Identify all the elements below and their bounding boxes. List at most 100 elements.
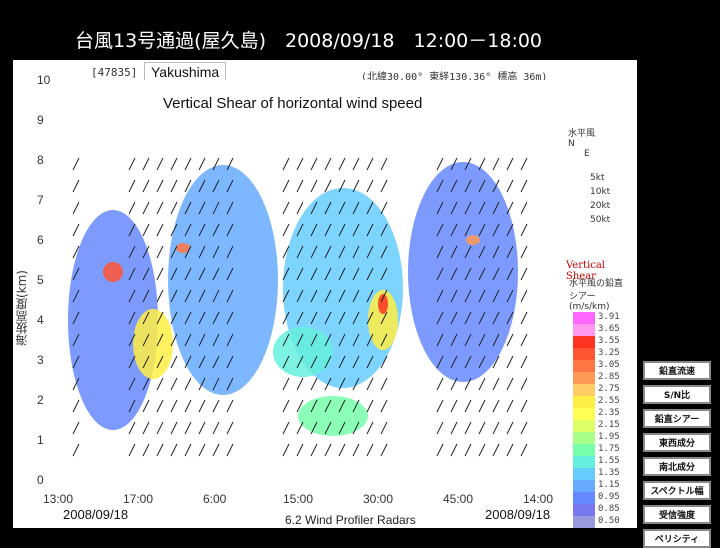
wind-barb	[212, 223, 220, 237]
wind-barb	[72, 421, 80, 435]
colorbar-label-6: 2.75	[598, 384, 620, 394]
wind-barb	[324, 157, 332, 171]
wind-barb	[310, 311, 318, 325]
colorbar-cell-16	[573, 504, 595, 516]
wind-barb	[366, 223, 374, 237]
wind-barb	[226, 333, 234, 347]
wind-barb	[436, 377, 444, 391]
wind-barb	[520, 245, 528, 259]
wind-barb	[492, 443, 500, 457]
menu-button-6[interactable]: 受信強度	[643, 505, 711, 524]
x-tick-1: 17:00	[123, 492, 154, 506]
wind-barb	[282, 289, 290, 303]
wind-barb	[296, 311, 304, 325]
wind-barb	[450, 377, 458, 391]
wind-barb	[296, 443, 304, 457]
barb-label-10: 10kt	[590, 187, 611, 197]
wind-barb	[212, 179, 220, 193]
wind-barb	[464, 201, 472, 215]
wind-barb	[156, 355, 164, 369]
wind-barb	[128, 245, 136, 259]
wind-barb	[170, 421, 178, 435]
colorbar-cell-14	[573, 480, 595, 492]
wind-barb	[436, 421, 444, 435]
wind-barb	[464, 311, 472, 325]
wind-barb	[338, 355, 346, 369]
wind-barb	[366, 201, 374, 215]
y-tick-6: 6	[37, 233, 44, 247]
wind-barb	[282, 245, 290, 259]
wind-barb	[212, 157, 220, 171]
wind-barb	[142, 421, 150, 435]
wind-barb	[352, 245, 360, 259]
wind-barb	[506, 201, 514, 215]
wind-barb	[366, 311, 374, 325]
y-tick-4: 4	[37, 313, 44, 327]
wind-barb	[338, 333, 346, 347]
wind-barb	[156, 311, 164, 325]
wind-barb	[520, 201, 528, 215]
wind-barb	[170, 289, 178, 303]
colorbar-label-15: 0.95	[598, 492, 620, 502]
wind-barb	[492, 377, 500, 391]
wind-barb	[128, 377, 136, 391]
wind-barb	[324, 377, 332, 391]
shear-cell-4	[133, 309, 173, 379]
wind-barb	[436, 355, 444, 369]
colorbar-cell-17	[573, 516, 595, 528]
menu-button-7[interactable]: ベリシティ	[643, 529, 711, 548]
wind-barb	[352, 157, 360, 171]
wind-barb	[352, 223, 360, 237]
wind-barb	[352, 311, 360, 325]
wind-barb	[72, 201, 80, 215]
colorbar-label-14: 1.15	[598, 480, 620, 490]
wind-barb	[338, 179, 346, 193]
wind-barb	[450, 311, 458, 325]
wind-barb	[296, 223, 304, 237]
wind-barb	[324, 399, 332, 413]
wind-barb	[380, 355, 388, 369]
wind-barb	[450, 333, 458, 347]
colorbar-label-13: 1.35	[598, 468, 620, 478]
colorbar-cell-1	[573, 324, 595, 336]
wind-barb	[198, 311, 206, 325]
wind-barb	[380, 289, 388, 303]
x-tick-3: 15:00	[283, 492, 314, 506]
wind-barb	[450, 399, 458, 413]
wind-barb	[436, 223, 444, 237]
colorbar-cell-7	[573, 396, 595, 408]
wind-barb	[142, 355, 150, 369]
wind-barb	[282, 223, 290, 237]
wind-barb	[128, 333, 136, 347]
y-tick-3: 3	[37, 353, 44, 367]
wind-barb	[464, 443, 472, 457]
wind-barb	[366, 399, 374, 413]
wind-barb	[184, 377, 192, 391]
wind-barb	[478, 201, 486, 215]
wind-barb	[352, 377, 360, 391]
wind-barb	[380, 311, 388, 325]
wind-barb	[198, 443, 206, 457]
wind-barb	[338, 421, 346, 435]
wind-barb	[128, 267, 136, 281]
menu-button-1[interactable]: S/N比	[643, 385, 711, 404]
wind-barb	[352, 421, 360, 435]
wind-barb	[142, 267, 150, 281]
wind-barb	[352, 443, 360, 457]
wind-barb	[128, 443, 136, 457]
wind-barb	[198, 399, 206, 413]
colorbar-label-9: 2.15	[598, 420, 620, 430]
wind-barb	[352, 289, 360, 303]
wind-barb	[324, 355, 332, 369]
menu-button-3[interactable]: 東西成分	[643, 433, 711, 452]
menu-button-0[interactable]: 鉛直流速	[643, 361, 711, 380]
menu-button-2[interactable]: 鉛直シアー	[643, 409, 711, 428]
wind-barb	[380, 245, 388, 259]
menu-button-4[interactable]: 南北成分	[643, 457, 711, 476]
wind-barb	[478, 267, 486, 281]
y-tick-8: 8	[37, 153, 44, 167]
wind-barb	[506, 399, 514, 413]
wind-barb	[212, 267, 220, 281]
menu-button-5[interactable]: スペクトル幅	[643, 481, 711, 500]
wind-barb	[296, 179, 304, 193]
